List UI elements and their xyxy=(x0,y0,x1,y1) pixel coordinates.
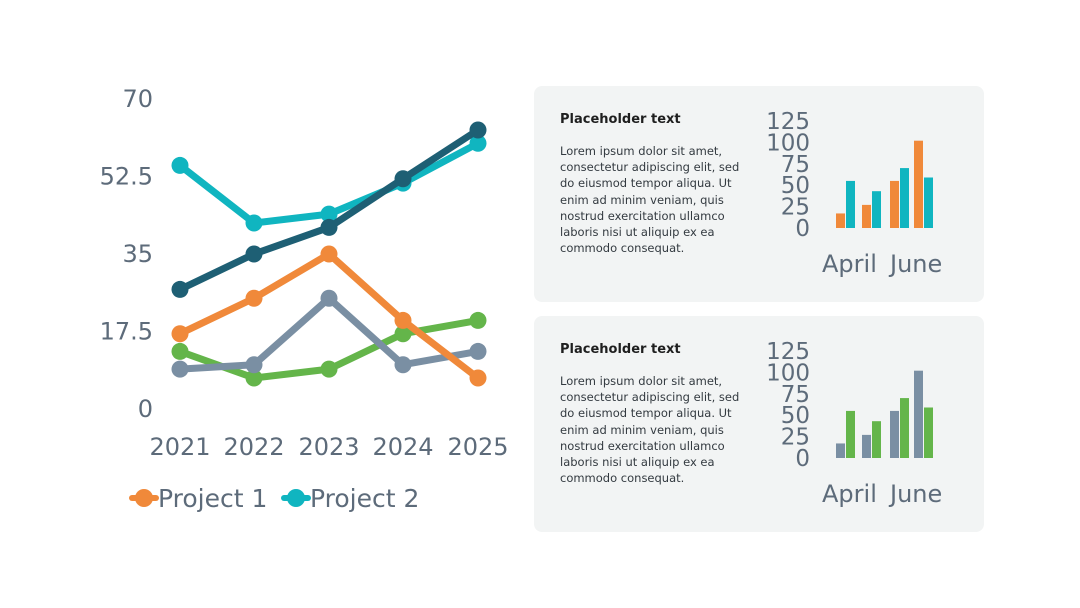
y-tick-label: 125 xyxy=(766,339,810,365)
info-card-1: Placeholder text Lorem ipsum dolor sit a… xyxy=(534,86,984,302)
info-card-2: Placeholder text Lorem ipsum dolor sit a… xyxy=(534,316,984,532)
y-tick-label: 25 xyxy=(781,195,810,221)
card-title: Placeholder text xyxy=(560,342,681,357)
y-tick-label: 35 xyxy=(122,240,153,268)
data-point xyxy=(171,325,189,343)
y-tick-label: 0 xyxy=(138,395,153,423)
y-tick-label: 75 xyxy=(781,152,810,178)
y-tick-label: 100 xyxy=(766,130,810,156)
data-point xyxy=(245,289,263,307)
data-point xyxy=(171,360,189,378)
bar xyxy=(846,180,855,228)
data-point xyxy=(469,134,487,152)
y-tick-label: 75 xyxy=(781,382,810,408)
data-point xyxy=(171,342,189,360)
y-tick-label: 50 xyxy=(781,403,810,429)
y-tick-label: 50 xyxy=(781,173,810,199)
bar xyxy=(862,204,871,228)
bar xyxy=(872,191,881,228)
x-tick-label: June xyxy=(888,250,942,278)
bar xyxy=(872,421,881,458)
bar xyxy=(862,434,871,458)
y-tick-label: 25 xyxy=(781,425,810,451)
bar xyxy=(846,410,855,458)
bar xyxy=(900,398,909,458)
data-point xyxy=(469,311,487,329)
card-title: Placeholder text xyxy=(560,112,681,127)
data-point xyxy=(394,356,412,374)
data-point xyxy=(469,121,487,139)
data-point xyxy=(320,245,338,263)
data-point xyxy=(469,342,487,360)
bar xyxy=(924,177,933,228)
legend-marker xyxy=(135,489,153,507)
bar xyxy=(836,213,845,228)
legend-label: Project 1 xyxy=(158,484,267,513)
x-tick-label: 2021 xyxy=(149,433,210,461)
x-tick-label: 2025 xyxy=(447,433,508,461)
data-point xyxy=(394,311,412,329)
bar xyxy=(900,168,909,228)
bar xyxy=(890,410,899,458)
card-body: Lorem ipsum dolor sit amet, consectetur … xyxy=(560,144,740,256)
x-tick-label: April xyxy=(822,250,877,278)
data-point xyxy=(245,356,263,374)
bar xyxy=(914,140,923,228)
bar xyxy=(836,443,845,458)
y-tick-label: 17.5 xyxy=(100,318,153,346)
data-point xyxy=(171,280,189,298)
bar xyxy=(924,407,933,458)
legend-marker xyxy=(287,489,305,507)
y-tick-label: 70 xyxy=(122,85,153,113)
y-tick-label: 0 xyxy=(795,446,810,472)
main-line-chart: 0 17.5 35 52.5 70 2021 2022 2023 2024 2025 Project… xyxy=(100,85,509,513)
data-point xyxy=(171,156,189,174)
x-tick-label: 2023 xyxy=(298,433,359,461)
y-tick-label: 0 xyxy=(795,216,810,242)
card-body: Lorem ipsum dolor sit amet, consectetur … xyxy=(560,374,740,486)
legend-label: Project 2 xyxy=(310,484,419,513)
data-point xyxy=(320,360,338,378)
y-tick-label: 52.5 xyxy=(100,163,153,191)
data-point xyxy=(320,218,338,236)
data-point xyxy=(245,245,263,263)
bar xyxy=(914,370,923,458)
data-point xyxy=(394,170,412,188)
data-point xyxy=(245,369,263,387)
bar xyxy=(890,180,899,228)
y-tick-label: 125 xyxy=(766,109,810,135)
y-tick-label: 100 xyxy=(766,360,810,386)
x-tick-label: April xyxy=(822,480,877,508)
data-point xyxy=(245,214,263,232)
data-point xyxy=(469,369,487,387)
data-point xyxy=(394,325,412,343)
data-point xyxy=(320,289,338,307)
x-tick-label: 2022 xyxy=(223,433,284,461)
data-point xyxy=(320,205,338,223)
x-tick-label: 2024 xyxy=(372,433,433,461)
x-tick-label: June xyxy=(888,480,942,508)
